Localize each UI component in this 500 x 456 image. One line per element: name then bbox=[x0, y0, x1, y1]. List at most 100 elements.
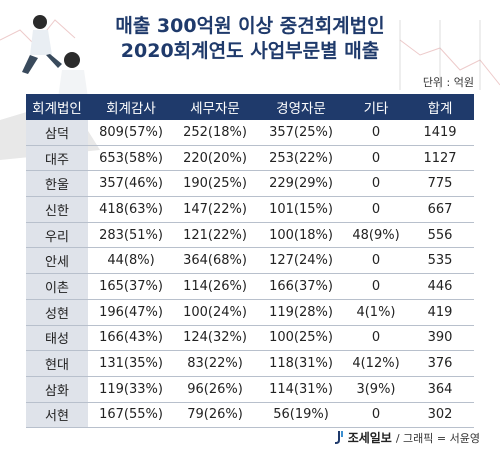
cell-total-value: 390 bbox=[406, 325, 474, 352]
cell-tax-value: 190(25%) bbox=[174, 170, 256, 198]
cell-audit-value: 357(46%) bbox=[88, 170, 174, 198]
cell-firm-name: 성현 bbox=[26, 299, 88, 326]
page-title: 매출 300억원 이상 중견회계법인 2020회계연도 사업부문별 매출 bbox=[0, 14, 500, 64]
cell-total-value: 556 bbox=[406, 222, 474, 249]
cell-audit-value: 283(51%) bbox=[88, 222, 174, 249]
table-body: 삼덕 809(57%) 252(18%) 357(25%) 0 1419 대주 653(58%… bbox=[26, 120, 474, 429]
cell-other-value: 0 bbox=[346, 273, 406, 300]
cell-tax-value: 79(26%) bbox=[174, 402, 256, 429]
header-total: 합계 bbox=[406, 94, 474, 120]
cell-consulting-value: 114(31%) bbox=[256, 376, 346, 403]
cell-consulting-value: 118(31%) bbox=[256, 350, 346, 377]
cell-tax-value: 100(24%) bbox=[174, 299, 256, 326]
cell-firm-name: 신한 bbox=[26, 196, 88, 223]
cell-other-value: 4(12%) bbox=[346, 350, 406, 377]
cell-audit-value: 196(47%) bbox=[88, 299, 174, 326]
cell-audit-value: 809(57%) bbox=[88, 120, 174, 146]
cell-total-value: 419 bbox=[406, 299, 474, 326]
cell-firm-name: 삼덕 bbox=[26, 120, 88, 146]
cell-total-value: 446 bbox=[406, 273, 474, 300]
sales-table: 회계법인 회계감사 세무자문 경영자문 기타 합계 삼덕 809(57%) 252(… bbox=[26, 94, 474, 429]
cell-audit-value: 131(35%) bbox=[88, 350, 174, 377]
cell-other-value: 0 bbox=[346, 120, 406, 146]
cell-total-value: 535 bbox=[406, 247, 474, 275]
header-audit: 회계감사 bbox=[88, 94, 174, 120]
title-line-2: 2020회계연도 사업부문별 매출 bbox=[120, 40, 380, 62]
graphic-credit: / 그래픽 = 서윤영 bbox=[395, 431, 480, 445]
table-row: 서현 167(55%) 79(26%) 56(19%) 0 302 bbox=[26, 402, 474, 429]
cell-total-value: 775 bbox=[406, 170, 474, 198]
jumping-person-icon bbox=[22, 15, 62, 74]
cell-consulting-value: 357(25%) bbox=[256, 120, 346, 146]
header-consulting: 경영자문 bbox=[256, 94, 346, 120]
cell-consulting-value: 127(24%) bbox=[256, 247, 346, 275]
cell-total-value: 376 bbox=[406, 350, 474, 377]
unit-label: 단위 : 억원 bbox=[422, 76, 474, 89]
cell-tax-value: 124(32%) bbox=[174, 325, 256, 352]
cell-tax-value: 364(68%) bbox=[174, 247, 256, 275]
cell-tax-value: 96(26%) bbox=[174, 376, 256, 403]
cell-consulting-value: 100(18%) bbox=[256, 222, 346, 249]
cell-audit-value: 166(43%) bbox=[88, 325, 174, 352]
cell-other-value: 0 bbox=[346, 170, 406, 198]
cell-consulting-value: 56(19%) bbox=[256, 402, 346, 429]
cell-tax-value: 220(20%) bbox=[174, 145, 256, 172]
cell-firm-name: 안세 bbox=[26, 247, 88, 275]
cell-tax-value: 114(26%) bbox=[174, 273, 256, 300]
cell-audit-value: 165(37%) bbox=[88, 273, 174, 300]
cell-tax-value: 147(22%) bbox=[174, 196, 256, 223]
table-row: 성현 196(47%) 100(24%) 119(28%) 4(1%) 419 bbox=[26, 299, 474, 326]
table-row: 삼화 119(33%) 96(26%) 114(31%) 3(9%) 364 bbox=[26, 376, 474, 403]
cell-firm-name: 태성 bbox=[26, 325, 88, 352]
cell-audit-value: 119(33%) bbox=[88, 376, 174, 403]
cell-total-value: 1419 bbox=[406, 120, 474, 146]
cell-other-value: 0 bbox=[346, 196, 406, 223]
brand-logo-icon bbox=[334, 430, 343, 444]
cell-firm-name: 우리 bbox=[26, 222, 88, 249]
cell-total-value: 667 bbox=[406, 196, 474, 223]
cell-other-value: 0 bbox=[346, 247, 406, 275]
cell-firm-name: 삼화 bbox=[26, 376, 88, 403]
cell-audit-value: 167(55%) bbox=[88, 402, 174, 429]
table-row: 신한 418(63%) 147(22%) 101(15%) 0 667 bbox=[26, 196, 474, 223]
cell-other-value: 48(9%) bbox=[346, 222, 406, 249]
cell-other-value: 4(1%) bbox=[346, 299, 406, 326]
cell-other-value: 0 bbox=[346, 325, 406, 352]
title-line-1: 매출 300억원 이상 중견회계법인 bbox=[115, 15, 385, 37]
cell-total-value: 302 bbox=[406, 402, 474, 429]
cell-other-value: 0 bbox=[346, 402, 406, 429]
table-row: 현대 131(35%) 83(22%) 118(31%) 4(12%) 376 bbox=[26, 350, 474, 377]
cell-consulting-value: 119(28%) bbox=[256, 299, 346, 326]
cell-consulting-value: 101(15%) bbox=[256, 196, 346, 223]
table-row: 우리 283(51%) 121(22%) 100(18%) 48(9%) 556 bbox=[26, 222, 474, 249]
cell-tax-value: 83(22%) bbox=[174, 350, 256, 377]
cell-total-value: 364 bbox=[406, 376, 474, 403]
cell-firm-name: 현대 bbox=[26, 350, 88, 377]
cell-firm-name: 이촌 bbox=[26, 273, 88, 300]
table-header-row: 회계법인 회계감사 세무자문 경영자문 기타 합계 bbox=[26, 94, 474, 120]
cell-consulting-value: 100(25%) bbox=[256, 325, 346, 352]
header-other: 기타 bbox=[346, 94, 406, 120]
table-row: 태성 166(43%) 124(32%) 100(25%) 0 390 bbox=[26, 325, 474, 352]
table-row: 대주 653(58%) 220(20%) 253(22%) 0 1127 bbox=[26, 145, 474, 172]
cell-firm-name: 대주 bbox=[26, 145, 88, 172]
cell-consulting-value: 166(37%) bbox=[256, 273, 346, 300]
cell-audit-value: 653(58%) bbox=[88, 145, 174, 172]
table-row: 삼덕 809(57%) 252(18%) 357(25%) 0 1419 bbox=[26, 120, 474, 146]
cell-firm-name: 한울 bbox=[26, 170, 88, 198]
cell-consulting-value: 253(22%) bbox=[256, 145, 346, 172]
cell-other-value: 3(9%) bbox=[346, 376, 406, 403]
cell-audit-value: 418(63%) bbox=[88, 196, 174, 223]
cell-consulting-value: 229(29%) bbox=[256, 170, 346, 198]
cell-tax-value: 252(18%) bbox=[174, 120, 256, 146]
header-tax: 세무자문 bbox=[174, 94, 256, 120]
cell-firm-name: 서현 bbox=[26, 402, 88, 429]
cell-audit-value: 44(8%) bbox=[88, 247, 174, 275]
header-firm: 회계법인 bbox=[26, 94, 88, 120]
table-row: 이촌 165(37%) 114(26%) 166(37%) 0 446 bbox=[26, 273, 474, 300]
footer: 조세일보 / 그래픽 = 서윤영 bbox=[334, 429, 480, 446]
cell-total-value: 1127 bbox=[406, 145, 474, 172]
brand-name: 조세일보 bbox=[347, 431, 392, 445]
cell-other-value: 0 bbox=[346, 145, 406, 172]
cell-tax-value: 121(22%) bbox=[174, 222, 256, 249]
